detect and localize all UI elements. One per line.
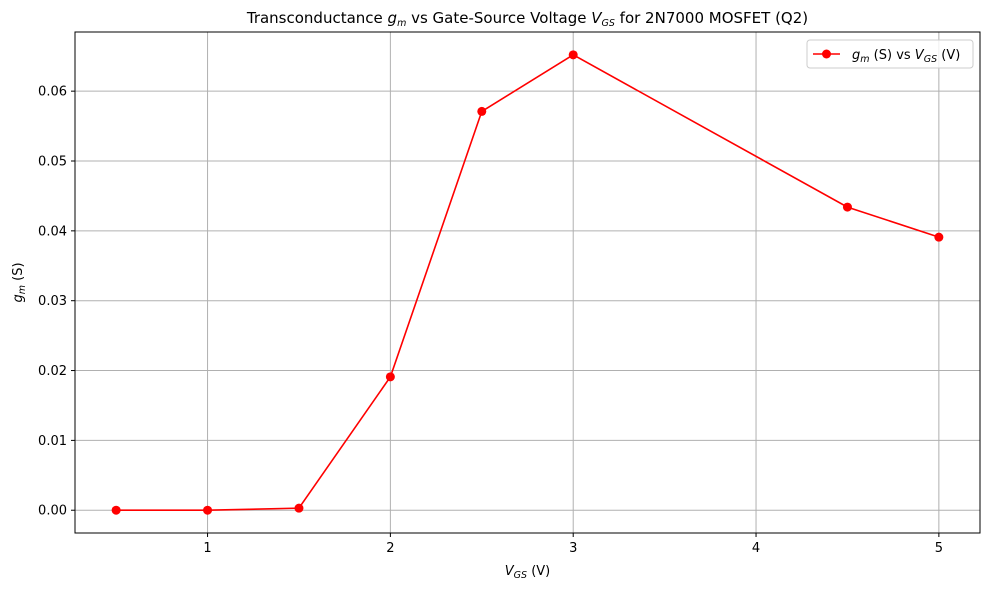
plot-frame: [74, 31, 981, 534]
y-tick-label: 0.02: [38, 364, 67, 379]
data-point: [842, 202, 852, 212]
x-tick-label: 1: [203, 541, 211, 556]
x-axis-label: VGS (V): [505, 564, 550, 581]
data-point: [477, 106, 487, 116]
legend-mid: (S) vs: [870, 48, 915, 63]
y-tick-label: 0.01: [38, 434, 67, 449]
y-tick-label: 0.06: [38, 85, 67, 100]
series-layer: [111, 50, 944, 515]
data-point: [111, 505, 121, 515]
legend-post: (V): [937, 48, 960, 63]
ticks: 1 2 3 4 5 0.00 0.01 0.02 0.03 0.04 0.05 0.06: [38, 85, 943, 556]
legend-var1-sub: m: [860, 54, 869, 65]
xlabel-sub: GS: [514, 570, 527, 581]
title-var1: g: [388, 9, 398, 27]
title-mid: vs Gate-Source Voltage: [406, 9, 591, 27]
y-tick-label: 0.05: [38, 155, 67, 170]
ylabel-var: g: [11, 294, 26, 302]
ylabel-sub: m: [17, 285, 28, 294]
data-point: [294, 503, 304, 513]
x-tick-label: 3: [569, 541, 577, 556]
series-line: [116, 53, 940, 512]
data-point: [568, 50, 578, 60]
ylabel-unit: (S): [11, 262, 26, 285]
y-tick-label: 0.00: [38, 504, 67, 519]
title-var2: V: [591, 9, 603, 27]
legend-var2: V: [915, 48, 925, 63]
x-tick-label: 4: [752, 541, 760, 556]
y-tick-label: 0.04: [38, 224, 67, 239]
xlabel-unit: (V): [527, 564, 550, 579]
data-point: [203, 505, 213, 515]
title-pre: Transconductance: [246, 9, 388, 27]
data-point: [385, 372, 395, 382]
legend-var1: g: [852, 48, 860, 63]
y-axis-label: gm (S): [11, 262, 28, 302]
legend-var2-sub: GS: [924, 54, 937, 65]
title-post: for 2N7000 MOSFET (Q2): [615, 9, 808, 27]
x-tick-label: 5: [935, 541, 943, 556]
legend-marker-swatch: [822, 49, 831, 59]
data-point: [934, 232, 944, 242]
xlabel-var: V: [505, 564, 515, 579]
x-tick-label: 2: [386, 541, 394, 556]
legend-label: gm (S) vs VGS (V): [852, 48, 960, 65]
legend-box: [806, 39, 974, 69]
legend: gm (S) vs VGS (V): [806, 39, 974, 69]
title-var1-sub: m: [397, 18, 406, 29]
title-var2-sub: GS: [601, 18, 614, 29]
chart-title: Transconductance gm vs Gate-Source Volta…: [246, 9, 808, 29]
y-tick-label: 0.03: [38, 294, 67, 309]
